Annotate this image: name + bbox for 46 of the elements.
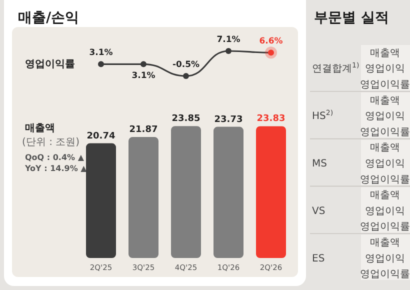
text: 영업이익 (365, 64, 405, 75)
text: 매출액 (370, 190, 400, 202)
text: 매출액 (370, 142, 400, 154)
data-label: 23.83 (256, 114, 286, 124)
text: 연결합계$^{1)}$ (312, 62, 360, 75)
data-label: 3.1% (89, 48, 114, 58)
data-label: 6.6% (259, 36, 284, 47)
data-label: -0.5% (172, 60, 200, 70)
annotation: YoY : 14.9% ▲ (24, 164, 88, 173)
data-label: 3.1% (132, 71, 156, 82)
text: 영업이익 (365, 111, 405, 122)
data-label: 23.73 (214, 114, 243, 125)
point (98, 61, 104, 68)
bar (171, 126, 201, 258)
text: 영업이익률 (360, 80, 410, 90)
point (140, 61, 146, 68)
chart-title: 매출/손익 (18, 10, 80, 26)
text: 영업이익 (365, 253, 405, 264)
text: 매출액 (370, 238, 400, 248)
text: 매출액 (370, 95, 400, 106)
text: HS$^{2)}$ (312, 109, 334, 122)
y-axis-title: 매출액 (25, 123, 55, 134)
data-label: 23.85 (172, 114, 200, 124)
text: 영업이익률 (360, 222, 410, 233)
text: 영업이익률 (360, 174, 410, 186)
bar (256, 126, 286, 258)
text: (단위 : 조원) (22, 137, 80, 148)
text: MS (312, 158, 327, 170)
text: 영업이익 (365, 206, 405, 217)
text: ES (312, 253, 325, 264)
text: VS (312, 206, 326, 217)
bar (86, 143, 116, 258)
data-label: 7.1% (216, 35, 241, 45)
point (226, 48, 232, 54)
text: 영업이익률 (360, 269, 410, 280)
text: 영업이익률 (360, 126, 410, 138)
bar (214, 126, 244, 258)
point (183, 73, 189, 79)
text: 매출액 (370, 48, 400, 59)
data-label: 21.87 (129, 125, 158, 136)
data-label: 20.74 (86, 131, 116, 142)
text: 영업이익 (365, 158, 405, 170)
annotation: QoQ : 0.4% ▲ (25, 153, 85, 162)
y-axis-title: 영업이익률 (25, 59, 75, 70)
bar (128, 137, 158, 258)
text: 부문별 실적 (314, 10, 389, 26)
